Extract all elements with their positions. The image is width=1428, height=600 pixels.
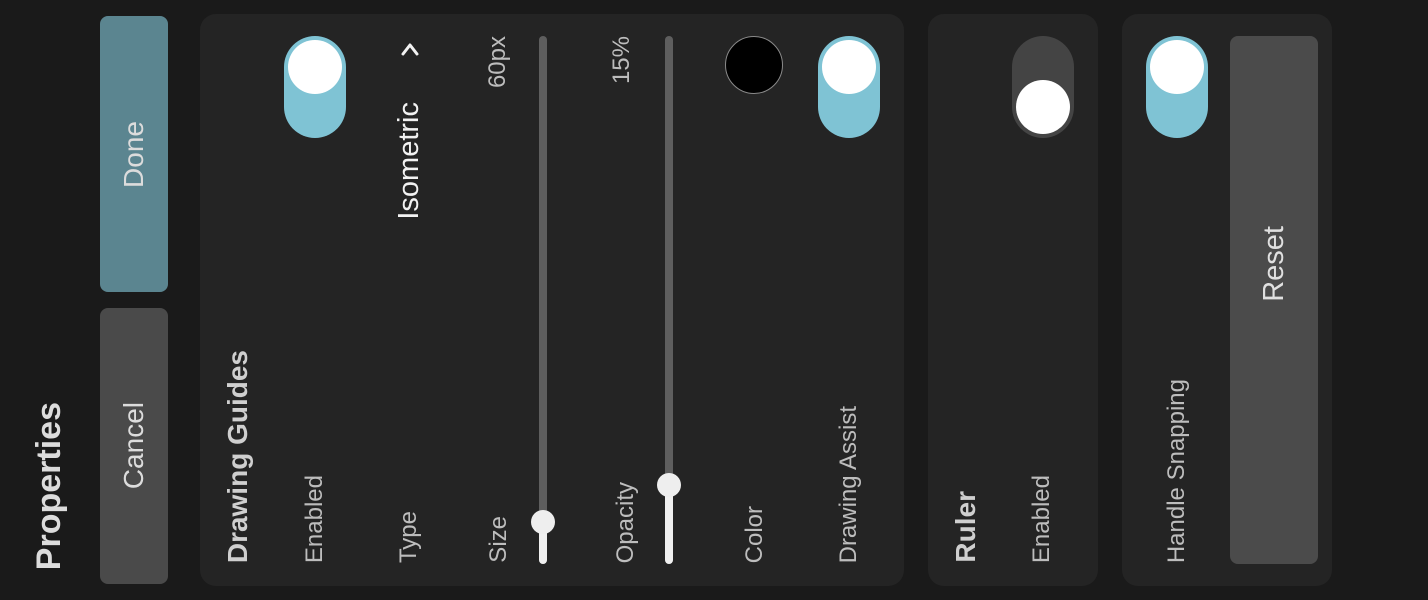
chevron-icon [401,43,419,56]
cancel-label: Cancel [118,402,149,490]
type-label: Type [395,510,422,563]
done-label: Done [118,120,149,188]
cancel-button[interactable]: Cancel [100,308,168,584]
toggle-knob [1150,40,1204,94]
drawing-assist-toggle[interactable] [818,36,880,138]
size-label: Size [485,516,512,563]
size-slider-fill [539,521,547,564]
ruler-enabled-toggle[interactable] [1012,36,1074,138]
size-slider-thumb[interactable] [531,509,555,534]
reset-button[interactable]: Reset [1230,36,1318,564]
size-value: 60px [484,36,511,89]
handle-snapping-toggle[interactable] [1146,36,1208,138]
opacity-slider-thumb[interactable] [657,472,681,497]
opacity-value: 15% [608,36,635,85]
guides-enabled-label: Enabled [301,474,328,563]
size-slider[interactable] [531,36,555,564]
opacity-slider-fill [665,484,673,564]
drawing-assist-label: Drawing Assist [835,405,862,563]
page-title: Properties [30,401,68,570]
reset-label: Reset [1257,226,1290,302]
guides-enabled-toggle[interactable] [284,36,346,138]
color-label: Color [741,505,768,563]
opacity-slider[interactable] [657,36,681,564]
toggle-knob [1016,80,1070,134]
toggle-knob [822,40,876,94]
type-value: Isometric [393,102,425,220]
ruler-title: Ruler [950,491,981,563]
drawing-guides-title: Drawing Guides [222,349,253,563]
ruler-enabled-label: Enabled [1028,474,1055,563]
done-button[interactable]: Done [100,16,168,292]
handle-snapping-label: Handle Snapping [1163,378,1190,563]
toggle-knob [288,40,342,94]
opacity-label: Opacity [612,481,639,563]
type-selector[interactable]: Isometric [392,36,428,222]
color-swatch[interactable] [725,36,783,94]
